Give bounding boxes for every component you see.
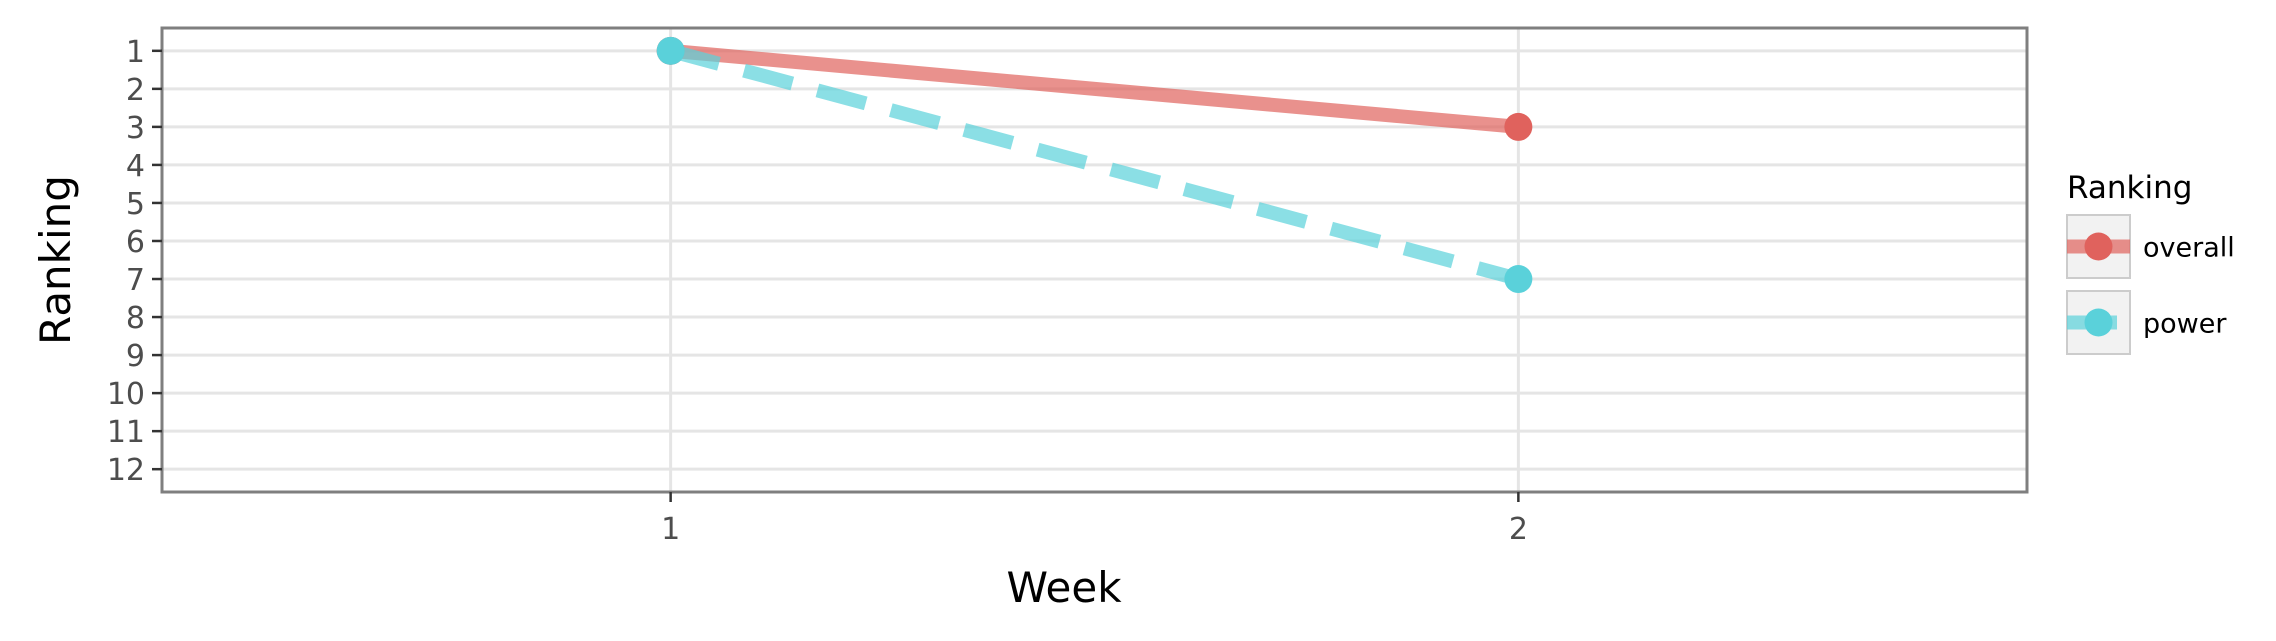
data-point-power xyxy=(656,36,685,65)
x-tick-label: 2 xyxy=(1509,512,1528,547)
x-tick-label: 1 xyxy=(661,512,680,547)
legend: Ranking overall power xyxy=(2066,170,2235,355)
plot-border xyxy=(160,26,2029,494)
data-point-overall xyxy=(1504,112,1533,141)
y-tick-label: 10 xyxy=(107,377,145,412)
legend-label: power xyxy=(2143,309,2227,340)
y-tick-label: 8 xyxy=(126,301,145,336)
series-line-overall xyxy=(670,43,1519,134)
legend-item-power: power xyxy=(2066,290,2227,355)
legend-item-overall: overall xyxy=(2066,214,2235,279)
legend-key-point xyxy=(2084,232,2113,261)
y-tick-label: 7 xyxy=(126,263,145,298)
data-point-power xyxy=(1504,265,1533,294)
plot-panel xyxy=(162,28,2027,492)
y-tick-label: 6 xyxy=(126,225,145,260)
y-tick-label: 3 xyxy=(126,111,145,146)
x-axis-title: Week xyxy=(1006,563,1122,612)
y-tick-label: 5 xyxy=(126,187,145,222)
y-axis-title: Ranking xyxy=(31,175,80,345)
y-tick-label: 1 xyxy=(126,35,145,70)
legend-key-point xyxy=(2084,308,2113,337)
y-tick-label: 9 xyxy=(126,339,145,374)
y-tick-label: 2 xyxy=(126,73,145,108)
series-power xyxy=(656,36,1533,294)
legend-label: overall xyxy=(2143,233,2235,264)
series-line-power xyxy=(668,44,1521,286)
series-layer xyxy=(656,36,1533,294)
y-tick-label: 12 xyxy=(107,453,145,488)
y-tick-label: 4 xyxy=(126,149,145,184)
y-tick-label: 11 xyxy=(107,415,145,450)
legend-title: Ranking xyxy=(2067,170,2192,206)
